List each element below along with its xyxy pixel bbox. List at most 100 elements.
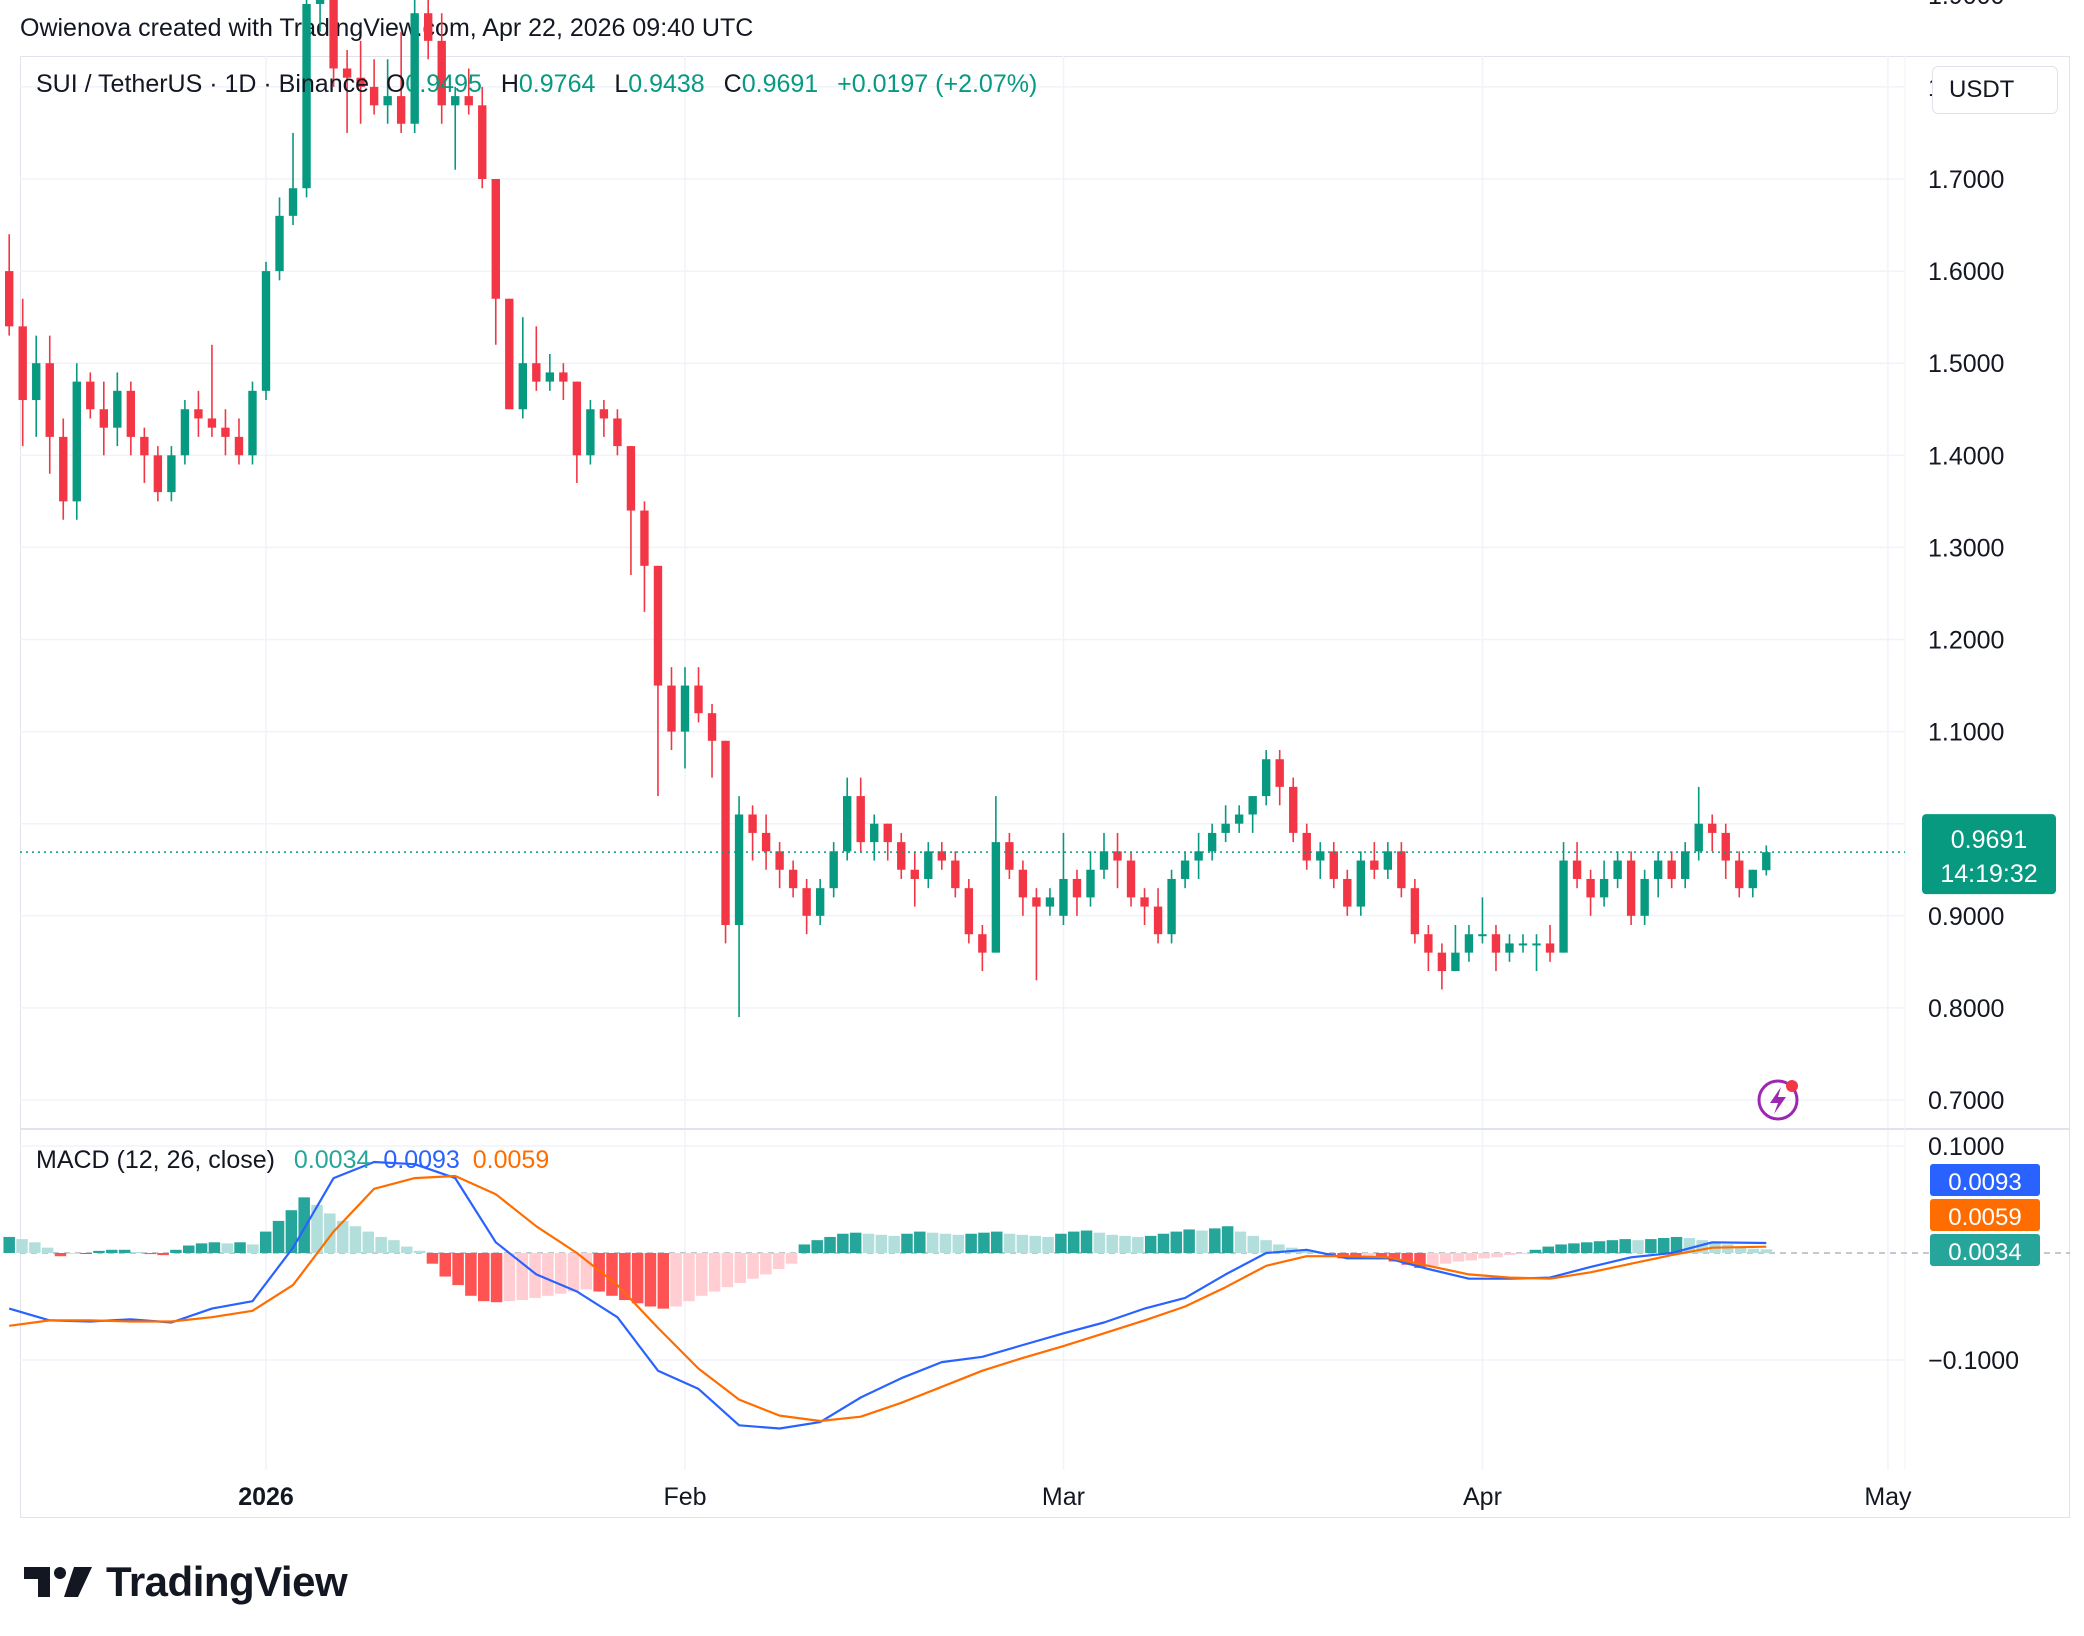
lightning-icon: [1757, 1079, 1799, 1121]
histogram-badge-value: 0.0034: [1948, 1239, 2021, 1266]
macd-line-value: 0.0093: [383, 1146, 460, 1174]
macd-histogram-bar: [1106, 1234, 1118, 1253]
macd-histogram-bar: [311, 1204, 323, 1253]
x-tick-label: 2026: [238, 1483, 294, 1511]
y-tick-label: 1.4000: [1928, 442, 2004, 470]
macd-histogram-bar: [80, 1253, 92, 1254]
macd-histogram-bar: [1119, 1235, 1131, 1253]
macd-histogram-bar: [1362, 1253, 1375, 1258]
macd-histogram-bar: [708, 1253, 721, 1292]
candle-body: [1762, 852, 1771, 871]
candle-body: [1356, 860, 1365, 907]
candle-body: [802, 888, 811, 916]
macd-histogram-bar: [696, 1253, 708, 1296]
candle-body: [721, 740, 730, 926]
candle-body: [626, 446, 636, 511]
candle-body: [1735, 860, 1744, 889]
macd-histogram-bar: [1055, 1233, 1067, 1253]
candle-body: [1681, 851, 1690, 879]
macd-histogram-bar: [1439, 1253, 1452, 1264]
candle-body: [1153, 906, 1163, 935]
macd-histogram-bar: [1452, 1253, 1465, 1262]
candle-body: [1532, 943, 1541, 946]
open-value: 0.9495: [405, 70, 482, 98]
high-label: H: [500, 70, 519, 98]
macd-histogram-bar: [593, 1253, 605, 1292]
tradingview-logo[interactable]: TradingView: [24, 1558, 348, 1605]
macd-histogram-bar: [272, 1220, 285, 1253]
candle-body: [883, 823, 892, 843]
currency-selector[interactable]: USDT: [1932, 66, 2058, 114]
candle-body: [1316, 851, 1325, 861]
candle-body: [680, 685, 690, 732]
candle-body: [451, 96, 460, 106]
candle-body: [1045, 897, 1055, 907]
y-tick-label: 1.6000: [1928, 258, 2004, 286]
macd-histogram-bar: [1568, 1243, 1580, 1253]
brand-name: TradingView: [106, 1558, 348, 1605]
candle-body: [870, 823, 879, 843]
candle-body: [288, 188, 298, 216]
candle-body: [843, 796, 852, 852]
y-tick-label: 1.3000: [1928, 534, 2004, 562]
macd-histogram-bar: [426, 1253, 439, 1264]
macd-histogram-bar: [401, 1246, 413, 1253]
candle-body: [1437, 952, 1447, 972]
candle-body: [505, 298, 514, 410]
macd-histogram-bar: [1747, 1248, 1760, 1253]
macd-histogram-bar: [1696, 1240, 1708, 1253]
candle-body: [991, 842, 1001, 953]
macd-histogram-bar: [234, 1242, 246, 1253]
macd-histogram-bar: [1593, 1241, 1606, 1253]
macd-histogram-bar: [503, 1253, 516, 1302]
macd-histogram-bar: [465, 1253, 477, 1296]
candle-body: [207, 418, 217, 428]
macd-histogram-bar: [221, 1243, 233, 1253]
macd-histogram-bar: [991, 1231, 1003, 1253]
macd-histogram-bar: [439, 1253, 452, 1277]
symbol-legend: SUI / TetherUS · 1D · Binance O0.9495 H0…: [36, 70, 1049, 99]
macd-histogram-bar: [375, 1236, 387, 1253]
candle-body: [653, 565, 663, 686]
candle-body: [1694, 823, 1703, 852]
symbol-title: SUI / TetherUS · 1D · Binance: [36, 70, 370, 98]
macd-signal-value: 0.0059: [472, 1146, 550, 1174]
candle-body: [356, 77, 365, 87]
candle-body: [1518, 943, 1528, 946]
macd-histogram-bar: [1606, 1240, 1619, 1253]
macd-histogram-bar: [93, 1250, 105, 1253]
macd-histogram-bar: [811, 1240, 823, 1253]
candle-body: [1545, 943, 1555, 953]
macd-histogram-bar: [1273, 1244, 1285, 1253]
macd-histogram-bar: [1491, 1253, 1503, 1258]
macd-histogram-bar: [1183, 1229, 1195, 1253]
candle-body: [1424, 934, 1433, 953]
macd-histogram-bar: [888, 1235, 900, 1253]
candle-body: [396, 96, 406, 124]
candle-body: [559, 372, 568, 382]
candle-body: [1613, 860, 1622, 879]
candle-body: [707, 713, 717, 741]
macd-histogram-bar: [772, 1253, 785, 1270]
candle-body: [1140, 897, 1149, 907]
macd-histogram-bar: [41, 1247, 54, 1253]
macd-histogram-bar: [1645, 1239, 1657, 1253]
close-value: 0.9691: [741, 70, 819, 98]
candle-body: [788, 869, 798, 889]
candle-body: [1329, 851, 1338, 879]
candle-body: [1667, 860, 1676, 879]
x-tick-label: Apr: [1463, 1483, 1502, 1511]
candle-body: [1586, 878, 1595, 898]
candle-body: [937, 851, 946, 861]
candle-body: [1180, 860, 1190, 879]
x-tick-label: Feb: [663, 1483, 706, 1511]
y-tick-label: 1.5000: [1928, 350, 2004, 378]
candle-body: [315, 0, 325, 5]
macd-histogram-bar: [875, 1234, 888, 1253]
macd-histogram-bar: [324, 1213, 336, 1253]
candle-body: [248, 390, 257, 456]
candle-body: [1072, 878, 1082, 898]
y-tick-label: 0.8000: [1928, 995, 2004, 1023]
macd-histogram-bar: [1170, 1231, 1183, 1253]
